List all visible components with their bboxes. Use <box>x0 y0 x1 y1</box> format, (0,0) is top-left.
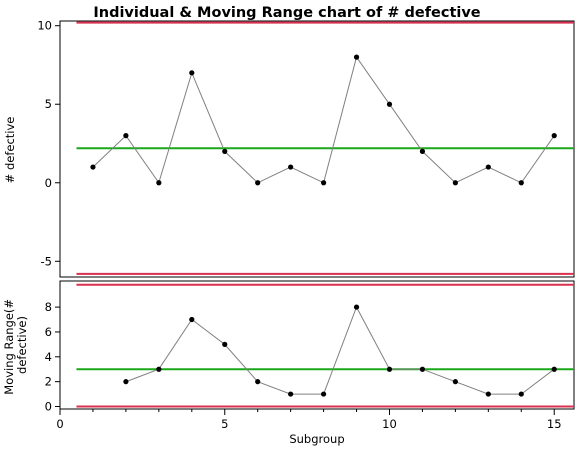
moving-range-y-tick-label: 8 <box>45 300 52 314</box>
moving-range-y-tick-label: 0 <box>45 400 52 414</box>
moving-range-data-point <box>419 366 426 372</box>
individuals-data-point <box>189 70 195 76</box>
moving-range-y-label-line-1: Moving Range(# <box>2 299 16 395</box>
individuals-y-tick-label: -5 <box>41 254 52 268</box>
individuals-data-point <box>156 180 162 186</box>
x-axis: 0 5 10 15 <box>56 409 562 431</box>
moving-range-data-point <box>288 391 294 397</box>
individuals-y-tick-label: 10 <box>37 19 52 33</box>
moving-range-y-tick-label: 2 <box>45 375 52 389</box>
individuals-y-axis-label: # defective <box>3 117 17 184</box>
individuals-series-line <box>92 55 555 184</box>
x-tick-label: 0 <box>56 417 63 431</box>
individuals-y-tick-label: 0 <box>45 176 52 190</box>
individuals-data-point <box>485 164 491 170</box>
moving-range-marks: 0 2 4 6 8 <box>45 283 574 414</box>
individuals-data-point <box>452 180 458 186</box>
moving-range-data-point <box>518 391 524 397</box>
moving-range-series-line <box>125 305 555 395</box>
individuals-data-point <box>222 148 228 154</box>
moving-range-plot-frame <box>59 280 575 410</box>
x-tick-label: 10 <box>382 417 397 431</box>
individuals-panel: -5 0 5 10 # defective <box>3 19 575 278</box>
individuals-data-point <box>419 148 426 154</box>
individuals-data-point <box>320 180 327 186</box>
individuals-marks: -5 0 5 10 <box>37 19 574 275</box>
moving-range-y-tick-label: 4 <box>45 350 52 364</box>
moving-range-data-point <box>386 366 393 372</box>
moving-range-y-tick-label: 6 <box>45 325 52 339</box>
moving-range-data-point <box>123 379 129 385</box>
moving-range-data-point <box>452 379 458 385</box>
moving-range-data-point <box>551 366 557 372</box>
moving-range-panel: 0 2 4 6 8 Moving Range(# defective) 0 5 10 15 S… <box>2 280 575 446</box>
x-axis-label: Subgroup <box>289 432 344 446</box>
chart-title: Individual & Moving Range chart of # def… <box>93 5 480 21</box>
individuals-data-point <box>353 54 360 60</box>
moving-range-y-axis-label: Moving Range(# defective) <box>2 295 29 394</box>
individuals-y-tick-label: 5 <box>45 97 52 111</box>
moving-range-data-point <box>353 304 360 310</box>
x-tick-label: 5 <box>221 417 228 431</box>
individuals-data-point <box>518 180 524 186</box>
moving-range-data-point <box>156 366 162 372</box>
moving-range-data-point <box>222 341 228 347</box>
individuals-data-point <box>288 164 294 170</box>
x-tick-label: 15 <box>547 417 562 431</box>
individuals-data-point <box>90 164 96 170</box>
individuals-data-point <box>551 133 557 139</box>
moving-range-data-point <box>189 316 195 323</box>
moving-range-data-point <box>320 391 327 397</box>
moving-range-data-point <box>255 379 261 385</box>
moving-range-data-point <box>485 391 491 397</box>
individuals-data-point <box>255 180 261 186</box>
moving-range-y-label-line-2: defective) <box>15 316 29 374</box>
individuals-data-point <box>123 133 129 139</box>
individuals-data-point <box>386 101 393 107</box>
